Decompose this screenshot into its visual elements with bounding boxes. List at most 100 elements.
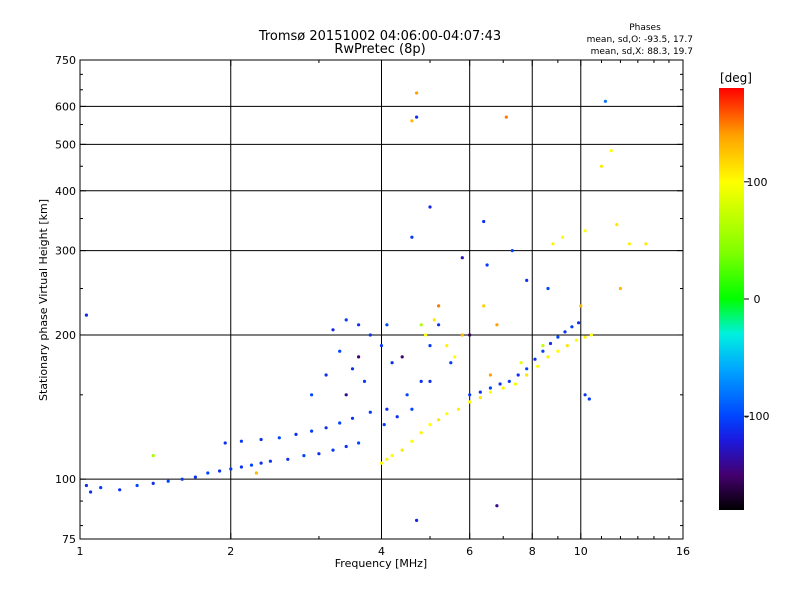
o-mode-point <box>357 323 361 327</box>
x-tick-label: 4 <box>378 545 385 558</box>
o-mode-point <box>324 426 328 430</box>
o-mode-point <box>385 407 389 411</box>
axis-ticks: 1 2 4 6 8 10 16 75 100 200 300 400 500 600 750 <box>55 54 690 558</box>
o-mode-point <box>546 286 550 291</box>
x-mode-point <box>453 355 457 359</box>
o-mode-point <box>229 467 233 471</box>
x-mode-point <box>615 223 619 227</box>
o-mode-point <box>357 441 361 445</box>
o-mode-point <box>166 479 170 483</box>
x-mode-point <box>410 439 414 443</box>
x-mode-point <box>488 373 492 377</box>
o-mode-point <box>570 325 574 329</box>
x-mode-point <box>151 454 155 458</box>
x-tick-label: 2 <box>227 545 234 558</box>
o-mode-point <box>310 429 314 433</box>
o-mode-point <box>193 475 197 479</box>
o-mode-point <box>302 454 306 458</box>
x-mode-point <box>609 149 613 153</box>
o-mode-point <box>395 415 399 419</box>
x-mode-point <box>437 418 441 422</box>
x-mode-point <box>390 454 394 458</box>
x-mode-point <box>589 333 594 337</box>
o-mode-point <box>410 407 414 411</box>
y-tick-label: 100 <box>55 473 76 486</box>
o-mode-point <box>382 423 386 427</box>
o-mode-point <box>206 471 210 475</box>
x-mode-point <box>482 304 486 308</box>
o-mode-point <box>350 367 355 371</box>
x-mode-point <box>513 382 517 386</box>
o-mode-point <box>362 379 367 383</box>
o-mode-point <box>350 416 355 420</box>
colorbar-label: [deg] <box>720 71 752 85</box>
x-mode-point <box>536 364 540 368</box>
o-mode-point <box>259 461 263 465</box>
o-mode-point <box>135 483 139 488</box>
o-mode-point <box>277 436 281 440</box>
x-mode-point <box>410 119 414 123</box>
o-mode-point <box>338 421 342 425</box>
phase-heading: Phases <box>629 23 661 33</box>
o-mode-point <box>344 318 348 322</box>
x-mode-point <box>385 457 389 461</box>
o-mode-point <box>498 382 502 386</box>
o-mode-point <box>449 361 453 365</box>
o-mode-point <box>223 441 227 445</box>
o-mode-point <box>344 444 348 449</box>
o-mode-point <box>510 249 514 253</box>
x-mode-point <box>419 323 423 327</box>
o-mode-point <box>428 379 432 383</box>
y-tick-label: 600 <box>55 100 76 113</box>
y-tick-label: 300 <box>55 245 76 258</box>
o-mode-point <box>525 367 529 371</box>
o-mode-point <box>525 278 529 282</box>
x-mode-point <box>445 344 449 348</box>
o-mode-point <box>563 330 567 334</box>
x-mode-point <box>579 304 583 308</box>
o-mode-point <box>415 115 419 119</box>
o-mode-point <box>410 235 414 239</box>
x-tick-label: 16 <box>676 545 690 558</box>
o-mode-point <box>587 397 591 401</box>
o-mode-point <box>368 333 372 337</box>
x-mode-point <box>468 400 472 404</box>
o-mode-point <box>533 357 537 361</box>
o-mode-point <box>478 390 482 394</box>
o-mode-point <box>485 263 489 267</box>
y-tick-label: 500 <box>55 138 76 151</box>
y-tick-label: 75 <box>62 533 76 546</box>
chart-subtitle: RwPretec (8p) <box>334 42 425 57</box>
plot-area: 1 2 4 6 8 10 16 75 100 200 300 400 500 600 750 <box>55 54 690 558</box>
x-mode-point <box>437 304 441 308</box>
x-mode-point <box>525 373 529 377</box>
x-mode-point <box>644 242 648 246</box>
o-mode-point <box>428 344 432 348</box>
y-tick-label: 400 <box>55 185 76 198</box>
o-mode-point <box>259 437 263 442</box>
o-mode-point <box>603 99 608 103</box>
o-mode-point <box>180 477 184 481</box>
o-mode-point <box>286 457 290 461</box>
x-mode-point <box>379 461 384 465</box>
o-mode-point <box>468 393 472 397</box>
o-mode-point <box>218 469 222 473</box>
o-mode-point <box>495 504 499 508</box>
colorbar-ticks: 100 0 -100 <box>744 176 769 423</box>
o-mode-point <box>556 335 560 339</box>
o-mode-point <box>468 333 472 337</box>
o-mode-point <box>89 490 93 494</box>
o-mode-point <box>310 393 314 397</box>
o-mode-point <box>118 488 122 492</box>
o-mode-point <box>84 313 88 317</box>
o-mode-point <box>331 448 335 452</box>
x-tick-label: 8 <box>529 545 536 558</box>
x-mode-point <box>501 386 505 390</box>
o-mode-point <box>385 323 389 327</box>
x-tick-label: 1 <box>77 545 84 558</box>
x-mode-point <box>556 349 560 353</box>
colorbar-tick-label: 0 <box>754 293 761 306</box>
x-mode-point <box>400 448 404 452</box>
o-mode-point <box>344 393 348 397</box>
